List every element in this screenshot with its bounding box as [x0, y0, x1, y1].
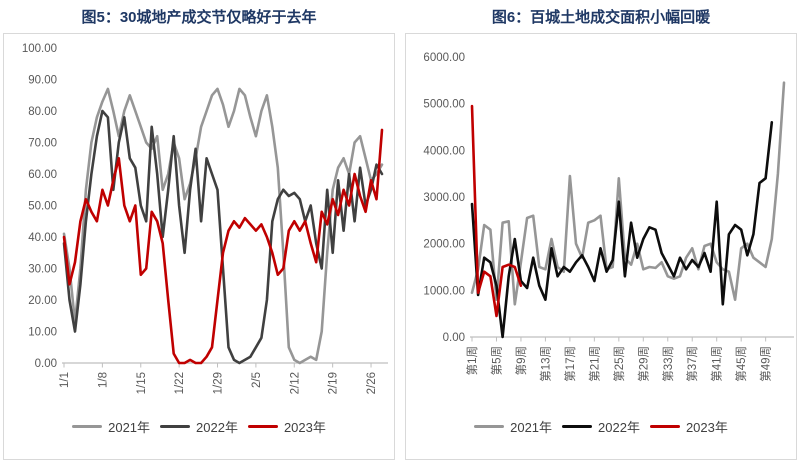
svg-text:1/1: 1/1 [59, 372, 71, 388]
svg-text:0.00: 0.00 [35, 358, 57, 370]
svg-text:90.00: 90.00 [28, 75, 57, 87]
svg-text:2/26: 2/26 [366, 372, 378, 394]
legend-label-2021: 2021年 [108, 420, 151, 435]
svg-text:2/12: 2/12 [289, 372, 301, 394]
legend-label-2021: 2021年 [510, 420, 553, 435]
svg-text:1/15: 1/15 [136, 372, 148, 394]
figure6-legend: 2021年 2022年 2023年 [474, 417, 728, 436]
legend-label-2022: 2022年 [196, 420, 238, 435]
svg-text:2/5: 2/5 [251, 372, 263, 388]
svg-text:6000.00: 6000.00 [423, 52, 465, 64]
legend-item-2021: 2021年 [474, 417, 552, 436]
svg-text:70.00: 70.00 [28, 138, 57, 150]
svg-text:100.00: 100.00 [22, 43, 57, 55]
svg-text:第25周: 第25周 [612, 346, 626, 382]
svg-text:第29周: 第29周 [636, 346, 650, 382]
svg-text:4000.00: 4000.00 [423, 145, 465, 157]
svg-text:2/19: 2/19 [328, 372, 340, 394]
legend-item-2023: 2023年 [649, 417, 728, 436]
figure6-chart-box: 0.00 1000.00 2000.00 3000.00 4000.00 5000.00 6… [405, 33, 797, 460]
figure6-title: 图6：百城土地成交面积小幅回暖 [491, 9, 711, 26]
legend-item-2023: 2023年 [247, 417, 326, 436]
svg-text:10.00: 10.00 [28, 327, 57, 339]
legend-swatch-2022 [562, 424, 593, 429]
svg-text:第45周: 第45周 [734, 346, 748, 382]
svg-text:50.00: 50.00 [28, 201, 57, 213]
svg-text:第13周: 第13周 [538, 346, 552, 382]
svg-text:第41周: 第41周 [710, 346, 724, 382]
svg-text:30.00: 30.00 [28, 264, 57, 276]
svg-text:40.00: 40.00 [28, 232, 57, 244]
svg-text:1/29: 1/29 [213, 372, 225, 394]
svg-text:第33周: 第33周 [661, 346, 675, 382]
svg-text:第1周: 第1周 [465, 346, 479, 375]
legend-swatch-2023 [649, 424, 680, 429]
figure5-chart-box: 0.00 10.00 20.00 30.00 40.00 50.00 60.00 70.00 8… [3, 33, 395, 460]
svg-text:1000.00: 1000.00 [423, 285, 465, 297]
figure6-line-chart: 0.00 1000.00 2000.00 3000.00 4000.00 5000.00 6… [423, 52, 794, 382]
legend-swatch-2023 [247, 424, 278, 429]
figure5-legend: 2021年 2022年 2023年 [72, 417, 326, 436]
figure5-title: 图5：30城地产成交节仅略好于去年 [81, 9, 317, 26]
svg-text:20.00: 20.00 [28, 295, 57, 307]
legend-item-2022: 2022年 [160, 417, 238, 436]
legend-label-2023: 2023年 [283, 420, 326, 435]
svg-text:第17周: 第17周 [563, 346, 577, 382]
svg-text:第5周: 第5周 [489, 346, 503, 375]
svg-text:第21周: 第21周 [587, 346, 601, 382]
svg-text:60.00: 60.00 [28, 169, 57, 181]
legend-swatch-2021 [72, 424, 103, 429]
figure6-panel: 图6：百城土地成交面积小幅回暖 0.00 1000.00 2000.00 3000.0… [405, 2, 797, 460]
svg-text:1/22: 1/22 [174, 372, 186, 394]
legend-swatch-2021 [474, 424, 505, 429]
figure5-panel: 图5：30城地产成交节仅略好于去年 0.00 10.00 20.00 30.00 40.… [3, 2, 395, 460]
legend-item-2021: 2021年 [72, 417, 150, 436]
svg-text:5000.00: 5000.00 [423, 99, 465, 111]
legend-label-2022: 2022年 [598, 420, 640, 435]
svg-text:第9周: 第9周 [514, 346, 528, 375]
svg-text:第37周: 第37周 [685, 346, 699, 382]
svg-text:1/8: 1/8 [97, 372, 109, 388]
legend-swatch-2022 [160, 424, 191, 429]
svg-text:第49周: 第49周 [759, 346, 773, 382]
svg-text:3000.00: 3000.00 [423, 192, 465, 204]
figure5-line-chart: 0.00 10.00 20.00 30.00 40.00 50.00 60.00 70.00 8… [22, 43, 388, 394]
svg-text:0.00: 0.00 [443, 332, 465, 344]
svg-text:2000.00: 2000.00 [423, 239, 465, 251]
legend-label-2023: 2023年 [685, 420, 728, 435]
legend-item-2022: 2022年 [562, 417, 640, 436]
svg-text:80.00: 80.00 [28, 106, 57, 118]
